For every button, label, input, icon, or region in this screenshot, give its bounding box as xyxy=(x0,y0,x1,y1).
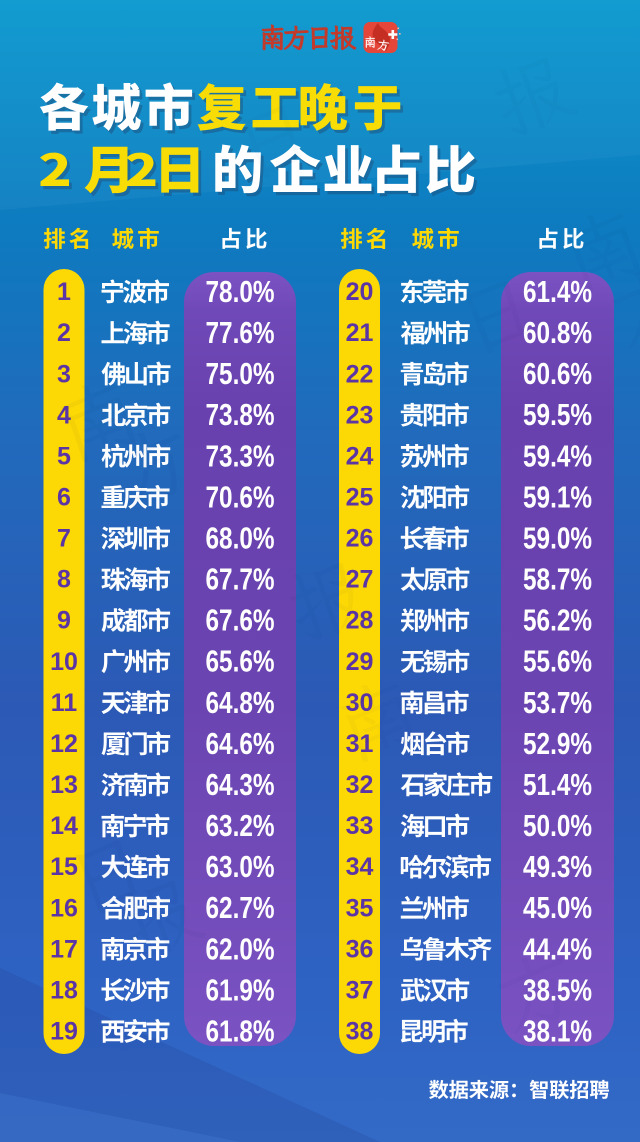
svg-text:5: 5 xyxy=(57,442,71,470)
svg-text:77.6%: 77.6% xyxy=(206,315,275,350)
svg-text:62.0%: 62.0% xyxy=(206,931,275,966)
svg-text:59.4%: 59.4% xyxy=(523,438,592,473)
svg-text:19: 19 xyxy=(50,1018,78,1046)
svg-text:27: 27 xyxy=(346,566,374,594)
svg-text:59.1%: 59.1% xyxy=(523,479,592,514)
svg-text:28: 28 xyxy=(346,607,374,635)
svg-text:73.3%: 73.3% xyxy=(206,438,275,473)
svg-text:11: 11 xyxy=(51,689,78,717)
svg-text:52.9%: 52.9% xyxy=(523,726,592,761)
svg-text:78.0%: 78.0% xyxy=(206,274,275,309)
svg-text:68.0%: 68.0% xyxy=(206,521,275,556)
svg-text:38.1%: 38.1% xyxy=(523,1013,592,1048)
svg-text:22: 22 xyxy=(346,360,374,388)
svg-text:18: 18 xyxy=(50,977,78,1005)
svg-text:26: 26 xyxy=(346,525,374,553)
svg-text:64.8%: 64.8% xyxy=(206,685,275,720)
svg-text:64.6%: 64.6% xyxy=(206,726,275,761)
svg-text:67.6%: 67.6% xyxy=(206,603,275,638)
svg-text:29: 29 xyxy=(346,648,374,676)
svg-text:34: 34 xyxy=(346,853,374,881)
svg-text:38.5%: 38.5% xyxy=(523,972,592,1007)
svg-text:65.6%: 65.6% xyxy=(206,644,275,679)
svg-text:60.8%: 60.8% xyxy=(523,315,592,350)
svg-text:60.6%: 60.6% xyxy=(523,356,592,391)
svg-text:62.7%: 62.7% xyxy=(206,890,275,925)
svg-text:58.7%: 58.7% xyxy=(523,562,592,597)
svg-text:10: 10 xyxy=(50,648,78,676)
svg-text:23: 23 xyxy=(346,401,374,429)
svg-text:50.0%: 50.0% xyxy=(523,808,592,843)
svg-text:30: 30 xyxy=(346,689,374,717)
svg-text:55.6%: 55.6% xyxy=(523,644,592,679)
svg-text:14: 14 xyxy=(50,812,78,840)
svg-text:12: 12 xyxy=(50,730,78,758)
svg-text:9: 9 xyxy=(57,607,71,635)
svg-text:63.0%: 63.0% xyxy=(206,849,275,884)
svg-text:61.9%: 61.9% xyxy=(206,972,275,1007)
svg-text:53.7%: 53.7% xyxy=(523,685,592,720)
svg-text:59.0%: 59.0% xyxy=(523,521,592,556)
svg-text:16: 16 xyxy=(50,894,78,922)
svg-text:45.0%: 45.0% xyxy=(523,890,592,925)
svg-text:75.0%: 75.0% xyxy=(206,356,275,391)
svg-text:36: 36 xyxy=(346,935,374,963)
svg-text:56.2%: 56.2% xyxy=(523,603,592,638)
svg-text:61.4%: 61.4% xyxy=(523,274,592,309)
svg-text:44.4%: 44.4% xyxy=(523,931,592,966)
svg-text:3: 3 xyxy=(57,360,71,388)
svg-text:4: 4 xyxy=(57,401,71,429)
svg-text:24: 24 xyxy=(346,442,374,470)
svg-text:1: 1 xyxy=(57,278,71,306)
svg-text:2: 2 xyxy=(57,319,71,347)
svg-text:20: 20 xyxy=(346,278,374,306)
svg-text:25: 25 xyxy=(346,484,374,512)
svg-text:70.6%: 70.6% xyxy=(206,479,275,514)
svg-text:21: 21 xyxy=(346,319,374,347)
svg-text:17: 17 xyxy=(50,935,78,963)
svg-text:67.7%: 67.7% xyxy=(206,562,275,597)
svg-text:6: 6 xyxy=(57,484,71,512)
svg-text:8: 8 xyxy=(57,566,71,594)
svg-text:49.3%: 49.3% xyxy=(523,849,592,884)
svg-text:51.4%: 51.4% xyxy=(523,767,592,802)
svg-text:33: 33 xyxy=(346,812,374,840)
svg-text:35: 35 xyxy=(346,894,374,922)
svg-text:13: 13 xyxy=(50,771,78,799)
svg-text:31: 31 xyxy=(346,730,374,758)
svg-text:37: 37 xyxy=(346,977,374,1005)
svg-text:64.3%: 64.3% xyxy=(206,767,275,802)
svg-text:7: 7 xyxy=(57,525,71,553)
svg-text:63.2%: 63.2% xyxy=(206,808,275,843)
svg-text:32: 32 xyxy=(346,771,374,799)
svg-text:59.5%: 59.5% xyxy=(523,397,592,432)
svg-text:38: 38 xyxy=(346,1018,374,1046)
svg-text:73.8%: 73.8% xyxy=(206,397,275,432)
svg-text:15: 15 xyxy=(50,853,78,881)
svg-text:61.8%: 61.8% xyxy=(206,1013,275,1048)
